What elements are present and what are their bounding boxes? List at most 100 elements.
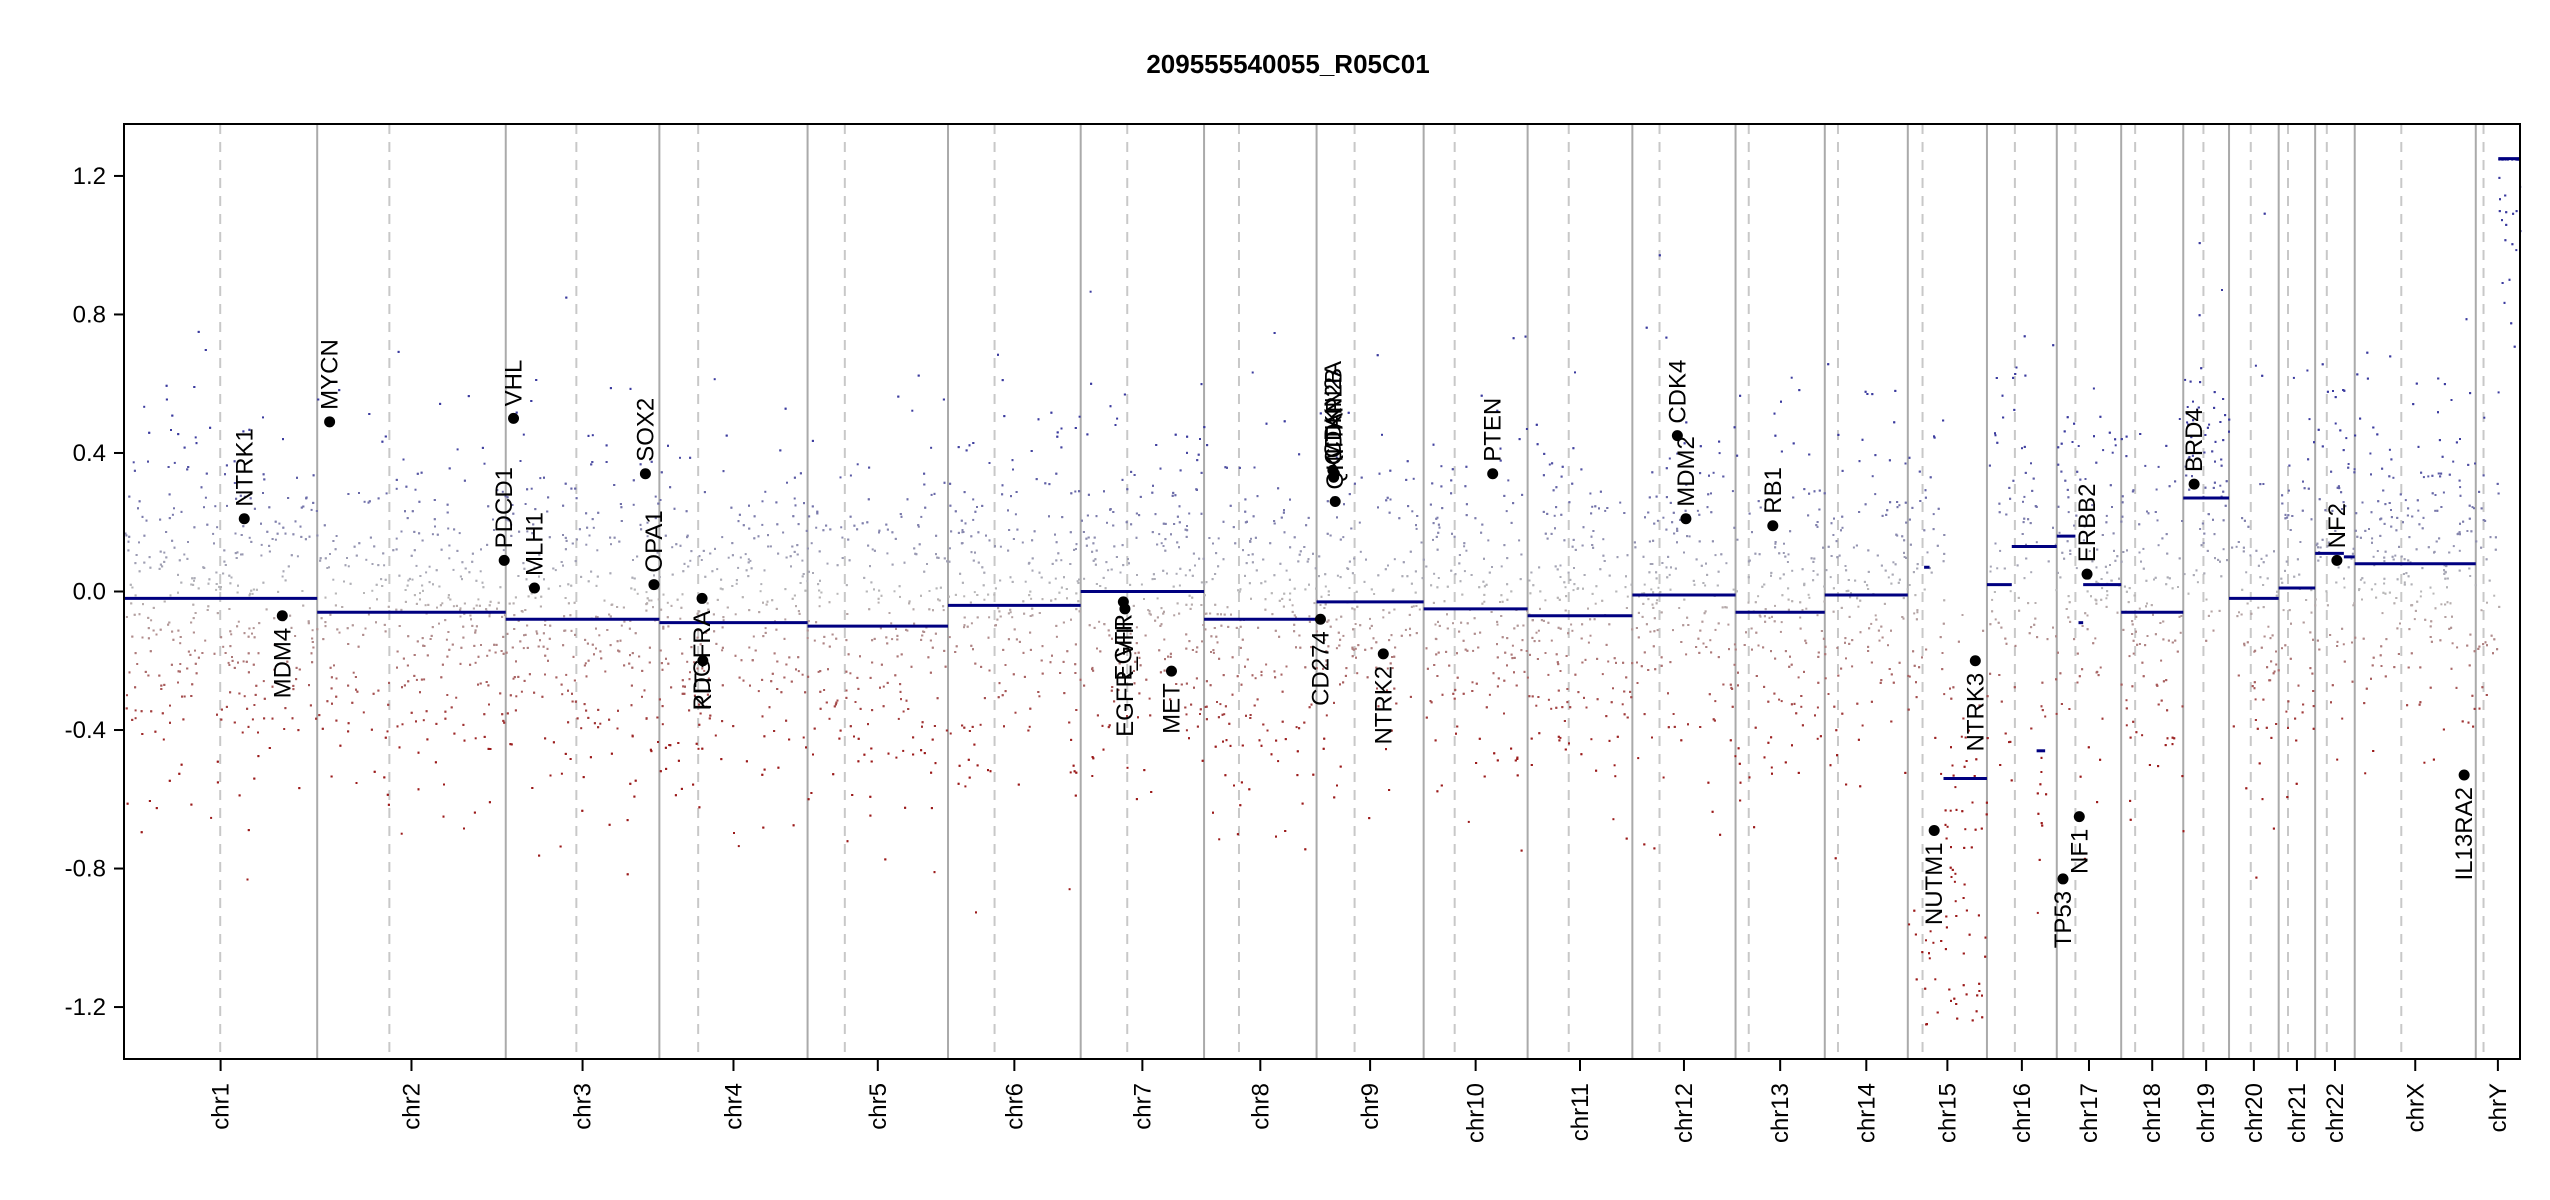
probe-point [1795, 712, 1798, 715]
probe-point [1719, 833, 1722, 836]
probe-point [1835, 540, 1838, 543]
probe-point [2228, 430, 2230, 433]
probe-point [1435, 517, 1438, 520]
probe-point [763, 569, 766, 572]
probe-point [849, 474, 852, 477]
probe-point [797, 523, 800, 526]
probe-point [141, 733, 144, 735]
probe-point [1656, 599, 1659, 602]
probe-point [2392, 476, 2395, 479]
probe-point [1823, 492, 1826, 495]
probe-point [829, 528, 832, 531]
probe-point [2370, 511, 2373, 514]
probe-point [502, 549, 505, 552]
probe-point [1812, 570, 1815, 572]
probe-point [2442, 491, 2445, 494]
probe-point [1253, 704, 1256, 707]
probe-point [2337, 566, 2340, 569]
probe-point [445, 638, 448, 641]
probe-point [1408, 613, 1411, 616]
probe-point [1132, 604, 1135, 607]
probe-point [1908, 675, 1911, 678]
probe-point [1404, 628, 1407, 631]
probe-point [849, 672, 852, 675]
probe-point [632, 503, 635, 506]
probe-point [2440, 603, 2443, 606]
probe-point [1800, 695, 1803, 697]
probe-point [2099, 758, 2102, 761]
probe-point [2040, 705, 2043, 708]
probe-point [520, 690, 523, 693]
probe-point [1790, 703, 1793, 706]
probe-point [1429, 700, 1432, 702]
probe-point [2383, 560, 2386, 563]
probe-point [974, 510, 977, 513]
probe-point [1412, 605, 1415, 608]
probe-point [2185, 412, 2188, 415]
probe-point [2192, 574, 2195, 577]
probe-point [1463, 570, 1466, 573]
probe-point [1852, 546, 1855, 549]
probe-point [949, 482, 952, 485]
probe-point [554, 569, 557, 572]
probe-point [957, 531, 960, 534]
probe-point [920, 594, 922, 597]
probe-point [2336, 527, 2339, 530]
probe-point [1793, 702, 1796, 705]
probe-point [1799, 616, 1802, 619]
probe-point [2450, 626, 2453, 629]
probe-point [924, 506, 927, 509]
probe-point [363, 592, 365, 594]
probe-point [1308, 620, 1311, 623]
probe-point [740, 659, 743, 662]
probe-point [582, 776, 585, 779]
probe-point [215, 588, 218, 591]
probe-point [2008, 486, 2011, 489]
probe-point [654, 495, 657, 498]
probe-point [463, 739, 466, 742]
probe-point [681, 593, 684, 596]
probe-point [2253, 687, 2256, 690]
probe-point [2410, 583, 2413, 586]
probe-point [1009, 576, 1012, 579]
probe-point [1867, 650, 1870, 652]
probe-point [1496, 643, 1498, 646]
probe-point [2341, 717, 2344, 720]
probe-point [509, 528, 512, 531]
probe-point [1697, 637, 1700, 640]
probe-point [752, 635, 755, 638]
probe-point [2434, 494, 2437, 496]
probe-point [2254, 698, 2257, 701]
probe-point [657, 598, 660, 601]
probe-point [2030, 571, 2033, 574]
probe-point [2470, 530, 2473, 533]
probe-point [2486, 601, 2488, 604]
probe-point [2483, 416, 2486, 419]
probe-point [1055, 472, 1058, 475]
probe-point [371, 563, 374, 565]
probe-point [2376, 550, 2379, 552]
probe-point [338, 389, 341, 392]
probe-point [296, 555, 299, 558]
probe-point [309, 704, 312, 707]
probe-point [2144, 464, 2147, 467]
probe-point [1463, 545, 1466, 548]
probe-point [1511, 657, 1514, 660]
probe-point [761, 500, 764, 503]
probe-point [547, 587, 550, 590]
probe-point [2478, 645, 2481, 648]
probe-point [2257, 606, 2260, 609]
probe-point [1012, 468, 1014, 471]
probe-point [1789, 530, 1792, 533]
probe-point [1714, 700, 1717, 703]
probe-point [2446, 586, 2448, 589]
probe-point [1538, 732, 1541, 735]
probe-point [2123, 585, 2126, 588]
probe-point [2186, 406, 2189, 408]
probe-point [447, 596, 450, 599]
probe-point [1023, 675, 1026, 678]
probe-point [2254, 364, 2257, 367]
probe-point [1086, 514, 1089, 517]
probe-point [1149, 613, 1152, 616]
probe-point [165, 531, 168, 533]
